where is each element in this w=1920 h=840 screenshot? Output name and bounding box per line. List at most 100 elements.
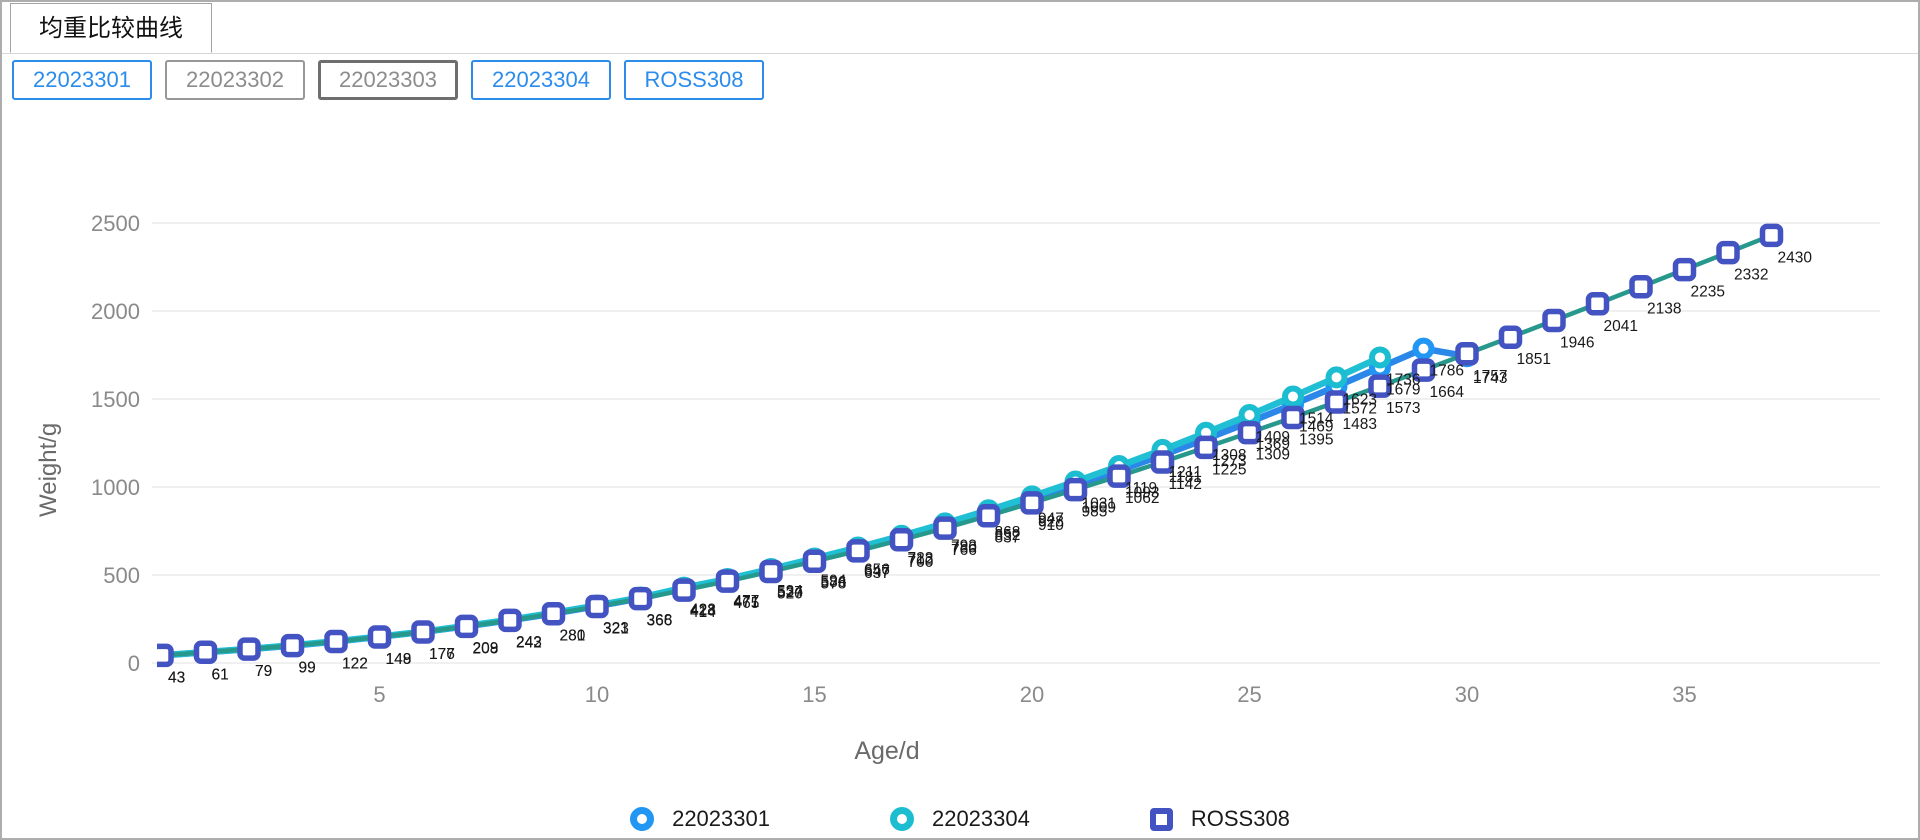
tab-weight-comparison[interactable]: 均重比较曲线 [10, 3, 212, 53]
svg-text:148: 148 [386, 651, 412, 668]
svg-text:149: 149 [386, 651, 412, 668]
svg-text:177: 177 [429, 646, 455, 663]
svg-text:243: 243 [516, 634, 542, 651]
svg-text:947: 947 [1038, 510, 1064, 527]
svg-text:423: 423 [690, 603, 716, 620]
svg-text:520: 520 [777, 585, 803, 602]
svg-text:1572: 1572 [1343, 400, 1377, 417]
svg-text:985: 985 [1082, 504, 1108, 521]
svg-text:1500: 1500 [91, 387, 140, 412]
svg-text:723: 723 [908, 550, 934, 567]
svg-text:852: 852 [995, 527, 1021, 544]
svg-text:2235: 2235 [1691, 284, 1725, 301]
svg-text:1225: 1225 [1212, 461, 1246, 478]
svg-text:1308: 1308 [1212, 447, 1246, 464]
svg-text:43: 43 [168, 669, 185, 686]
svg-text:1309: 1309 [1256, 447, 1290, 464]
gridlines [152, 222, 1880, 664]
svg-text:122: 122 [342, 656, 368, 673]
svg-text:20: 20 [1020, 682, 1044, 707]
svg-text:242: 242 [516, 634, 542, 651]
svg-text:1211: 1211 [1169, 464, 1202, 481]
svg-text:10: 10 [585, 682, 609, 707]
legend-item-22023304[interactable]: 22023304 [889, 806, 1030, 832]
svg-text:712: 712 [908, 552, 934, 569]
svg-text:1062: 1062 [1125, 490, 1159, 507]
svg-text:465: 465 [734, 595, 760, 612]
svg-text:79: 79 [255, 663, 272, 680]
svg-text:793: 793 [951, 537, 977, 554]
flock-filter-button-row: 22023301 22023302 22023303 22023304 ROSS308 [12, 60, 764, 100]
svg-text:647: 647 [864, 563, 890, 580]
svg-text:1031: 1031 [1082, 496, 1116, 513]
svg-text:1736: 1736 [1386, 371, 1420, 388]
chart-legend: 22023301 22023304 ROSS308 [2, 806, 1918, 832]
svg-text:209: 209 [473, 640, 499, 657]
filter-button-ROSS308[interactable]: ROSS308 [624, 60, 764, 100]
svg-text:1395: 1395 [1299, 431, 1333, 448]
circle-marker-icon [630, 807, 655, 831]
svg-text:1664: 1664 [1430, 384, 1465, 401]
svg-text:0: 0 [128, 651, 140, 676]
svg-text:1119: 1119 [1125, 480, 1157, 497]
legend-item-22023301[interactable]: 22023301 [630, 806, 770, 832]
svg-text:1273: 1273 [1212, 453, 1246, 470]
filter-button-22023304[interactable]: 22023304 [471, 60, 611, 100]
svg-text:1786: 1786 [1430, 363, 1464, 380]
svg-text:1142: 1142 [1169, 476, 1202, 493]
svg-text:99: 99 [299, 660, 316, 677]
svg-text:527: 527 [777, 584, 803, 601]
legend-label: 22023301 [672, 806, 770, 831]
svg-text:99: 99 [299, 660, 316, 677]
svg-text:2041: 2041 [1604, 318, 1638, 335]
chart-series [157, 223, 1784, 668]
tab-title: 均重比较曲线 [39, 15, 183, 42]
svg-text:366: 366 [647, 613, 673, 630]
svg-text:578: 578 [821, 575, 847, 592]
svg-text:61: 61 [212, 666, 229, 683]
svg-text:2500: 2500 [91, 211, 140, 236]
filter-button-22023302[interactable]: 22023302 [165, 60, 305, 100]
svg-text:25: 25 [1237, 682, 1261, 707]
axis-ticks: 0 500 1000 1500 2000 2500 5 10 15 20 25 30 35 [91, 211, 1697, 707]
svg-text:534: 534 [777, 583, 803, 600]
svg-text:1369: 1369 [1256, 436, 1290, 453]
svg-text:1743: 1743 [1473, 370, 1507, 387]
svg-text:1946: 1946 [1560, 335, 1594, 352]
circle-marker-icon [889, 807, 914, 831]
svg-text:2138: 2138 [1647, 301, 1681, 318]
svg-text:323: 323 [603, 620, 629, 637]
svg-text:35: 35 [1672, 682, 1696, 707]
svg-text:586: 586 [821, 574, 847, 591]
svg-text:368: 368 [647, 612, 673, 629]
svg-text:594: 594 [821, 572, 847, 589]
svg-text:2000: 2000 [91, 299, 140, 324]
svg-text:1469: 1469 [1299, 418, 1333, 435]
y-axis-title: Weight/g [35, 423, 62, 517]
svg-text:1757: 1757 [1473, 368, 1507, 385]
svg-text:471: 471 [734, 594, 760, 611]
svg-text:428: 428 [690, 602, 716, 619]
svg-text:176: 176 [429, 646, 455, 663]
tab-strip: 均重比较曲线 [2, 2, 1918, 54]
svg-text:2430: 2430 [1778, 249, 1813, 266]
svg-text:1483: 1483 [1343, 416, 1377, 433]
svg-text:280: 280 [560, 628, 586, 645]
svg-text:1573: 1573 [1386, 400, 1420, 417]
svg-text:414: 414 [690, 604, 716, 621]
svg-text:1000: 1000 [91, 475, 140, 500]
svg-text:700: 700 [908, 554, 934, 571]
filter-button-22023301[interactable]: 22023301 [12, 60, 152, 100]
data-labels: 43 61 79 99 122 149 177 209 243 281 323 368 423 471 52… [168, 249, 1812, 686]
svg-text:1514: 1514 [1299, 411, 1334, 428]
svg-text:15: 15 [802, 682, 826, 707]
svg-text:1851: 1851 [1517, 351, 1551, 368]
legend-item-ROSS308[interactable]: ROSS308 [1149, 806, 1290, 832]
svg-text:1679: 1679 [1386, 381, 1420, 398]
filter-button-22023303[interactable]: 22023303 [318, 60, 458, 100]
legend-label: 22023304 [931, 806, 1030, 831]
svg-text:122: 122 [342, 656, 368, 673]
svg-text:656: 656 [864, 562, 890, 579]
